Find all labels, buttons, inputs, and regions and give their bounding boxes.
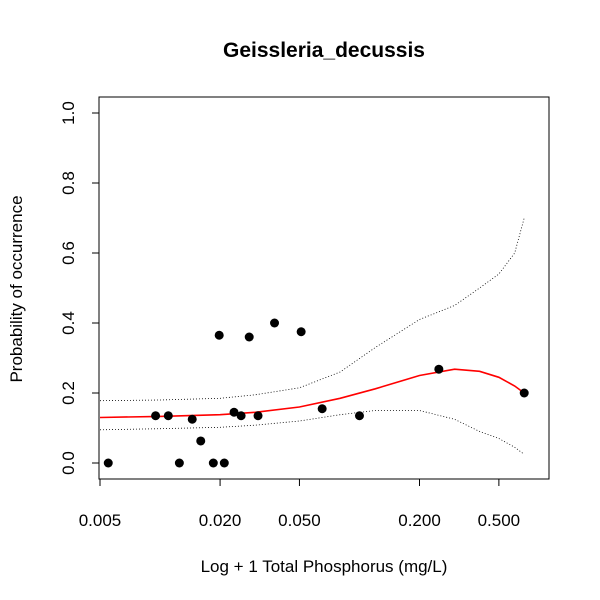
data-point [317,404,327,414]
y-tick-label: 0.8 [59,171,78,195]
x-tick-label: 0.020 [199,511,242,530]
data-point [208,458,218,468]
y-tick-label: 0.4 [59,311,78,335]
data-point [236,411,246,421]
data-point [219,458,229,468]
data-point [103,458,113,468]
y-axis: 0.0 0.2 0.4 0.6 0.8 1.0 [59,101,100,475]
lower-ci-curve [99,410,525,455]
data-point [270,318,280,328]
x-tick-label: 0.500 [478,511,521,530]
x-tick-label: 0.005 [79,511,122,530]
x-axis: 0.005 0.020 0.050 0.200 0.500 [79,478,521,530]
data-point [244,332,254,342]
fitted-curve-group [99,368,525,419]
y-axis-label: Probability of occurrence [7,195,26,382]
data-point [163,411,173,421]
data-point [519,388,529,398]
data-points [103,318,529,468]
confidence-bands [99,217,525,455]
x-axis-label: Log + 1 Total Phosphorus (mg/L) [201,557,448,576]
data-point [187,414,197,424]
data-point [434,364,444,374]
data-point [174,458,184,468]
data-point [296,327,306,337]
upper-ci-curve [99,217,525,402]
x-tick-label: 0.050 [278,511,321,530]
plot-frame [98,96,550,480]
data-point [253,411,263,421]
y-tick-label: 0.2 [59,381,78,405]
data-point [354,411,364,421]
x-tick-label: 0.200 [398,511,441,530]
y-tick-label: 0.6 [59,241,78,265]
data-point [214,330,224,340]
data-point [229,407,239,417]
fitted-curve [99,368,525,419]
chart-title: Geissleria_decussis [223,39,425,62]
data-point [196,436,206,446]
y-tick-label: 0.0 [59,451,78,475]
y-tick-label: 1.0 [59,101,78,125]
data-point [151,411,161,421]
